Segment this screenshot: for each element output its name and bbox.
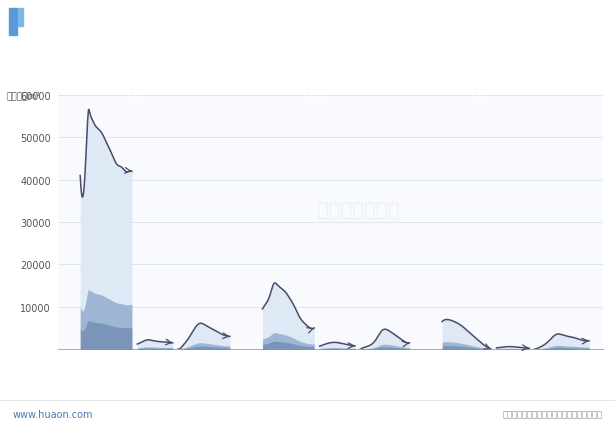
Text: 竣工面积: 竣工面积 xyxy=(466,89,493,99)
Text: 专业严谨 · 客观科学: 专业严谨 · 客观科学 xyxy=(537,17,597,26)
Text: 单位：万m²: 单位：万m² xyxy=(6,92,40,101)
Text: www.huaon.com: www.huaon.com xyxy=(12,409,93,418)
Text: 华经产业研究院: 华经产业研究院 xyxy=(317,201,399,219)
Bar xyxy=(9,9,17,36)
Text: 数据来源：国家统计局，华经产业研究院整理: 数据来源：国家统计局，华经产业研究院整理 xyxy=(502,409,603,418)
Text: 新开工面积: 新开工面积 xyxy=(299,89,331,99)
Text: 2016-2024年1-11月四川省房地产施工面积情况: 2016-2024年1-11月四川省房地产施工面积情况 xyxy=(184,60,431,75)
Text: 华经情报网: 华经情报网 xyxy=(32,15,67,28)
Bar xyxy=(18,9,23,27)
Text: 施工面积: 施工面积 xyxy=(122,89,149,99)
